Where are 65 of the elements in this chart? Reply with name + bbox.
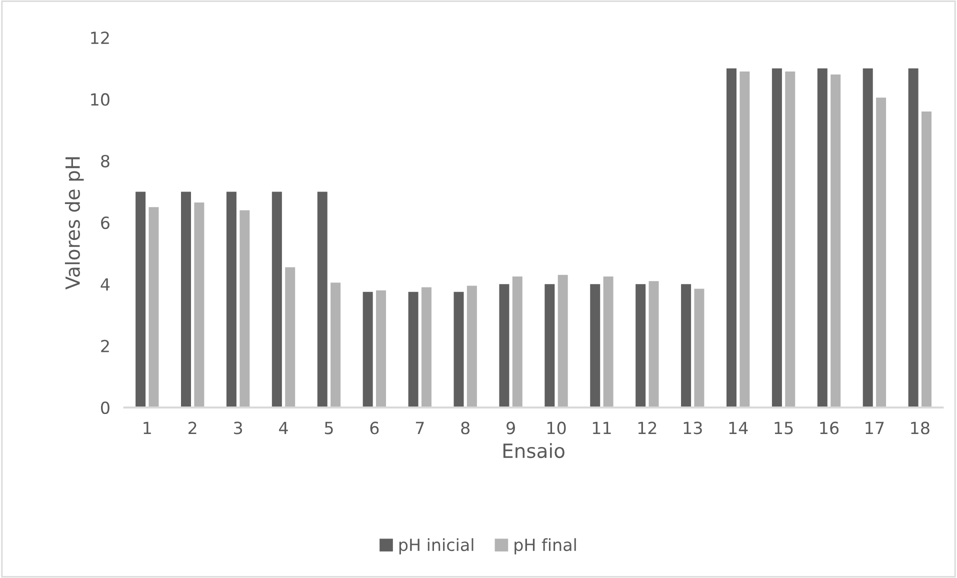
bar [499,284,510,408]
x-axis-title: Ensaio [503,443,564,458]
bar [421,287,432,408]
y-tick-label: 12 [91,32,109,44]
bar [136,192,146,408]
x-tick-label: 11 [592,422,611,434]
y-tick-label: 6 [101,216,110,230]
bar [785,71,796,408]
x-tick-label: 6 [370,422,379,434]
bar [590,284,600,408]
y-tick-label: 2 [101,340,109,352]
bar [772,68,782,408]
bar [226,192,236,408]
x-tick-label: 7 [416,422,424,434]
bar [272,192,282,408]
bar [148,207,159,408]
bar [181,192,192,408]
bar [408,292,418,408]
y-axis-title: Valores de pH [64,157,84,290]
x-tick-label: 1 [144,422,151,434]
x-tick-label: 14 [729,422,748,434]
x-tick-label: 3 [234,422,242,434]
bar [194,202,204,408]
y-tick-label: 0 [101,401,110,414]
bar [681,284,692,408]
bar [512,276,522,408]
bar [466,286,477,408]
bar [636,284,646,408]
x-tick-label: 13 [684,422,702,434]
bar [454,292,464,408]
bar [603,276,614,408]
bar [876,98,886,408]
x-tick-label: 2 [188,422,196,434]
x-tick-label: 18 [911,422,930,434]
x-tick-label: 15 [774,422,793,434]
bar [362,292,373,408]
bar [317,192,328,408]
bar [726,68,736,408]
x-tick-label: 17 [866,422,884,434]
y-tick-label: 8 [101,154,110,168]
legend-label: pH inicial [399,538,474,554]
x-tick-label: 5 [324,422,333,434]
bar [648,281,659,408]
bar [922,112,932,408]
y-tick-label: 4 [100,278,110,291]
x-tick-label: 12 [638,422,656,434]
bar [558,274,568,408]
x-tick-label: 9 [506,422,515,434]
legend-label: pH final [514,538,576,554]
x-tick-label: 4 [279,422,288,434]
x-tick-label: 16 [820,422,839,434]
bar [376,290,386,408]
y-tick-label: 10 [91,93,110,106]
bar [330,282,341,408]
bar [817,68,828,408]
bar [830,74,841,408]
bar [908,68,918,408]
bar [285,267,296,408]
bar [544,284,555,408]
bar [740,71,750,408]
bar [240,210,250,408]
x-tick-label: 8 [461,422,470,434]
x-tick-label: 10 [547,422,566,434]
bar [862,68,873,408]
bar [694,288,704,408]
